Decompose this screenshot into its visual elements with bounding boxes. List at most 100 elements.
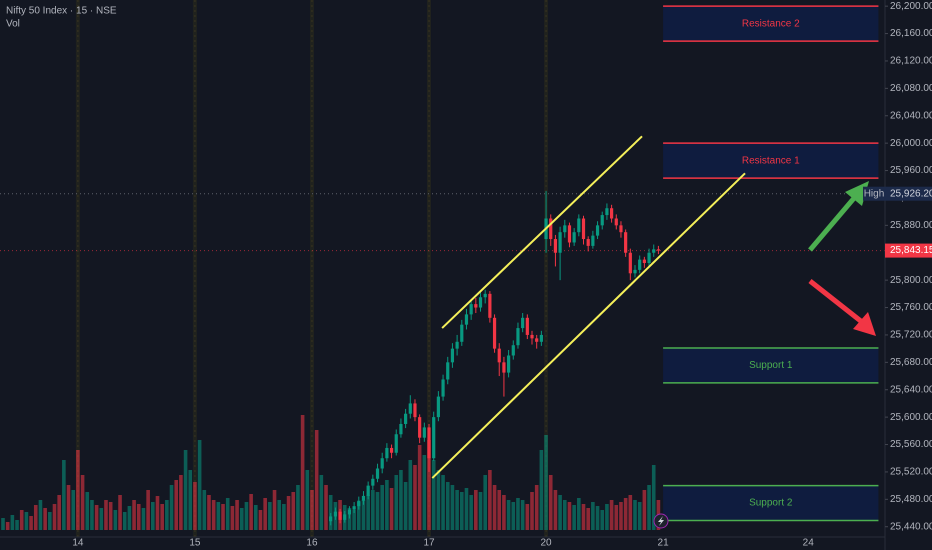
candle-body xyxy=(563,225,567,233)
candle-body xyxy=(361,495,366,501)
zone xyxy=(663,6,879,42)
candle-body xyxy=(595,225,600,236)
volume-bar xyxy=(577,498,581,530)
last-price-badge xyxy=(885,243,932,258)
candle-body xyxy=(619,225,623,233)
chart-title: Nifty 50 Index · 15 · NSE xyxy=(6,6,117,17)
volume-bar xyxy=(511,502,516,530)
x-tick-label: 15 xyxy=(189,538,201,549)
volume-bar xyxy=(562,500,567,530)
volume-bar xyxy=(52,504,57,530)
volume-bar xyxy=(216,502,221,530)
candle-body xyxy=(333,511,337,517)
volume-bar xyxy=(169,485,174,530)
x-tick-label: 17 xyxy=(423,538,435,549)
volume-bar xyxy=(239,508,244,530)
candle-body xyxy=(535,338,539,342)
volume-bar xyxy=(600,510,605,530)
volume-bar xyxy=(90,500,94,530)
volume-bar xyxy=(516,498,520,530)
volume-bar xyxy=(572,505,576,530)
volume-bar xyxy=(258,510,263,530)
candle-body xyxy=(441,379,445,397)
volume-bar xyxy=(520,500,525,530)
volume-bar xyxy=(113,510,118,530)
volume-bar xyxy=(548,475,553,530)
candle-body xyxy=(399,423,403,435)
candle-body xyxy=(488,293,492,318)
volume-bar xyxy=(76,450,80,530)
volume-bar xyxy=(539,450,544,530)
volume-bar xyxy=(202,490,207,530)
volume-bar xyxy=(71,490,76,530)
y-tick-label: 26,040.00 xyxy=(890,110,932,121)
y-tick-label: 26,160.00 xyxy=(890,28,932,39)
down-arrow xyxy=(808,279,876,336)
volume-bar xyxy=(506,500,511,530)
session-band xyxy=(75,0,80,537)
volume-bar xyxy=(595,506,600,530)
candle-body xyxy=(530,334,534,339)
volume-bar xyxy=(619,502,623,530)
trendline xyxy=(441,135,643,329)
candle-body xyxy=(609,208,614,219)
volume-bar xyxy=(66,485,71,530)
volume-bar xyxy=(272,490,277,530)
volume-bar xyxy=(417,445,422,530)
y-tick-label: 25,560.00 xyxy=(890,439,932,450)
volume-bar xyxy=(591,502,595,530)
volume-bar xyxy=(310,490,314,530)
volume-bar xyxy=(459,492,464,530)
candle-body xyxy=(492,317,497,349)
x-tick-label: 24 xyxy=(803,538,815,549)
volume-bar xyxy=(282,504,286,530)
volume-bar xyxy=(151,502,155,530)
volume-bar xyxy=(352,510,356,530)
candle-body xyxy=(628,252,632,274)
candle-body xyxy=(413,403,417,418)
volume-bar xyxy=(478,492,483,530)
volume-bar xyxy=(62,460,66,530)
volume-bar xyxy=(614,505,619,530)
candle-body xyxy=(371,478,375,486)
zone xyxy=(663,347,879,383)
x-tick-label: 21 xyxy=(658,538,670,549)
candle-body xyxy=(385,447,389,459)
volume-label: Vol xyxy=(6,19,20,30)
candle-body xyxy=(483,293,487,298)
volume-bar xyxy=(268,502,272,530)
volume-bar xyxy=(558,495,562,530)
candle-body xyxy=(375,468,380,479)
volume-bar xyxy=(609,500,614,530)
candle-body xyxy=(605,208,609,216)
candle-body xyxy=(638,259,642,270)
x-tick-label: 14 xyxy=(72,538,84,549)
volume-bar xyxy=(94,505,99,530)
replay-icon[interactable] xyxy=(653,513,669,529)
volume-bar xyxy=(155,496,160,530)
volume-bar xyxy=(197,440,202,530)
candle-body xyxy=(614,218,618,226)
volume-bar xyxy=(628,495,633,530)
candle-body xyxy=(357,500,361,507)
volume-bar xyxy=(530,492,534,530)
x-tick-label: 16 xyxy=(306,538,318,549)
volume-bar xyxy=(544,435,548,530)
volume-bar xyxy=(15,520,19,530)
candle-body xyxy=(427,427,431,459)
candle-body xyxy=(464,314,469,325)
last-price-value: 25,843.15 xyxy=(890,245,932,256)
volume-bar xyxy=(328,495,333,530)
candle-body xyxy=(516,328,520,346)
volume-bar xyxy=(441,475,445,530)
volume-bar xyxy=(225,498,230,530)
candle-body xyxy=(642,259,646,264)
volume-bar xyxy=(375,492,380,530)
volume-bar xyxy=(291,492,296,530)
volume-bar xyxy=(347,508,352,530)
y-tick-label: 25,880.00 xyxy=(890,220,932,231)
volume-bar xyxy=(450,485,455,530)
candle-body xyxy=(507,355,511,373)
